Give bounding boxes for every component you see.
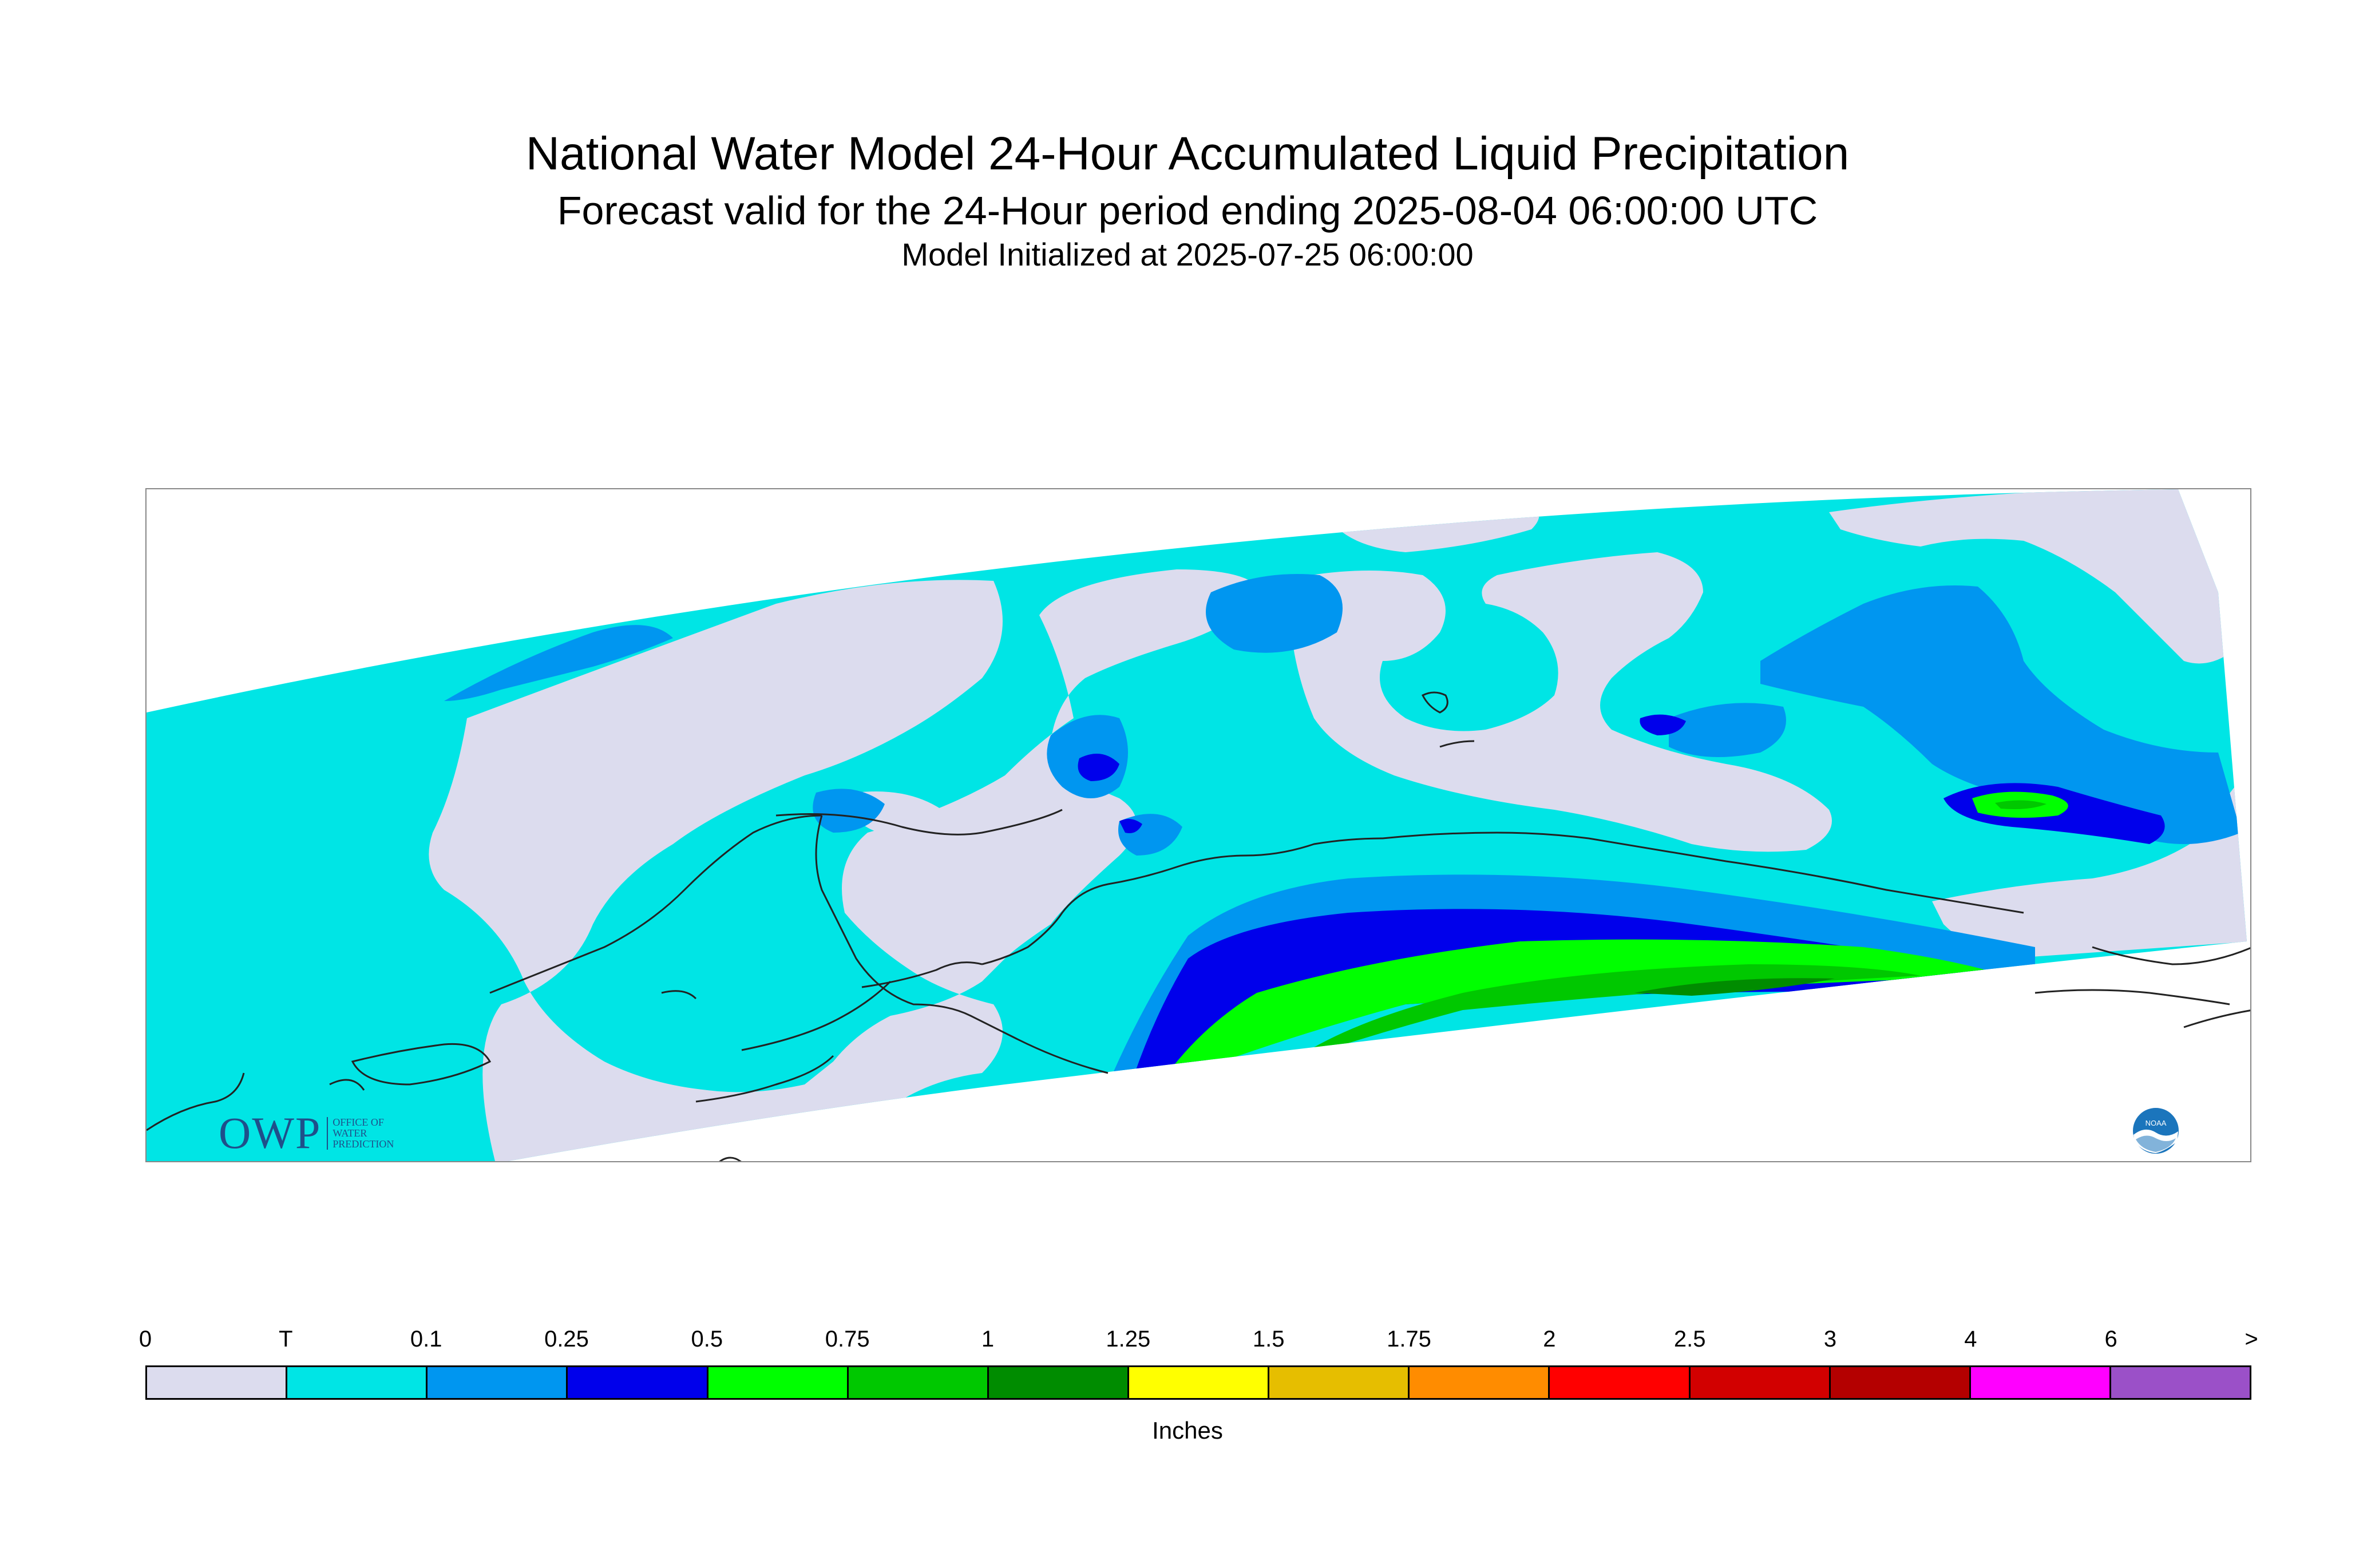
zero-precip-area-west bbox=[429, 569, 1262, 1161]
precip-0.1-west-blob bbox=[813, 789, 885, 833]
precip-1-gulf-core bbox=[1634, 978, 1835, 996]
zero-precip-area-east bbox=[1829, 489, 2247, 664]
legend-swatch-9 bbox=[1410, 1367, 1550, 1398]
owp-sub-line-1: OFFICE OF bbox=[332, 1116, 384, 1128]
legend-label-7: 1.25 bbox=[1106, 1327, 1151, 1352]
legend-swatch-5 bbox=[848, 1367, 989, 1398]
legend-label-1: T bbox=[279, 1327, 293, 1352]
legend-labels: 0 T 0.1 0.25 0.5 0.75 1 1.25 1.5 1.75 2 2.5 3 4 6 > bbox=[139, 1327, 2258, 1355]
legend-swatch-13 bbox=[1970, 1367, 2111, 1398]
owp-logo-subtext: OFFICE OF WATER PREDICTION bbox=[327, 1116, 394, 1150]
precip-0.1-central-blob bbox=[1206, 574, 1343, 653]
legend-unit-label: Inches bbox=[1152, 1417, 1223, 1444]
legend-swatch-8 bbox=[1269, 1367, 1410, 1398]
legend-label-2: 0.1 bbox=[410, 1327, 442, 1352]
legend-swatch-11 bbox=[1690, 1367, 1831, 1398]
coastlines bbox=[147, 691, 2250, 1161]
legend-swatch-2 bbox=[428, 1367, 568, 1398]
precip-0.75-east-center bbox=[1995, 800, 2047, 809]
legend-label-6: 1 bbox=[981, 1327, 995, 1352]
legend-label-14: 6 bbox=[2104, 1327, 2117, 1352]
legend-label-8: 1.5 bbox=[1252, 1327, 1285, 1352]
legend-label-12: 3 bbox=[1823, 1327, 1837, 1352]
zero-precip-area-southeast bbox=[1932, 775, 2247, 959]
forecast-valid-subtitle: Forecast valid for the 24-Hour period en… bbox=[557, 188, 1818, 233]
precip-0.25-spot-1 bbox=[1078, 754, 1119, 781]
legend-label-0: 0 bbox=[138, 1327, 152, 1352]
precip-0.25-spot-3 bbox=[1119, 819, 1142, 833]
model-init-subtitle: Model Initialized at 2025-07-25 06:00:00 bbox=[901, 236, 1474, 272]
owp-sub-line-3: PREDICTION bbox=[332, 1138, 394, 1150]
alaska-map bbox=[147, 489, 2250, 1161]
legend-swatch-7 bbox=[1129, 1367, 1270, 1398]
legend-label-13: 4 bbox=[1964, 1327, 1977, 1352]
legend-swatch-6 bbox=[988, 1367, 1129, 1398]
precip-0.25-spot-2 bbox=[1640, 714, 1686, 735]
owp-logo-letters: OWP bbox=[219, 1108, 322, 1158]
legend-swatch-10 bbox=[1550, 1367, 1691, 1398]
legend-swatch-0 bbox=[147, 1367, 288, 1398]
precipitation-map[interactable] bbox=[145, 488, 2251, 1162]
legend-label-11: 2.5 bbox=[1673, 1327, 1706, 1352]
legend-swatch-3 bbox=[568, 1367, 708, 1398]
legend-label-5: 0.75 bbox=[825, 1327, 870, 1352]
precip-0.1-east-band bbox=[1760, 585, 2241, 844]
noaa-logo-text: NOAA bbox=[2146, 1119, 2167, 1127]
legend-label-15: > bbox=[2245, 1327, 2258, 1352]
legend-swatch-1 bbox=[287, 1367, 428, 1398]
owp-logo: OWP OFFICE OF WATER PREDICTION bbox=[219, 1108, 394, 1158]
legend-label-4: 0.5 bbox=[691, 1327, 723, 1352]
legend-swatch-12 bbox=[1830, 1367, 1971, 1398]
noaa-logo-icon: NOAA bbox=[2132, 1107, 2180, 1155]
owp-sub-line-2: WATER bbox=[332, 1127, 367, 1139]
chart-title: National Water Model 24-Hour Accumulated… bbox=[525, 128, 1850, 180]
legend-label-3: 0.25 bbox=[544, 1327, 589, 1352]
precip-0.1-north-band bbox=[444, 625, 673, 701]
legend-label-9: 1.75 bbox=[1387, 1327, 1431, 1352]
legend-swatch-14 bbox=[2111, 1367, 2250, 1398]
legend-swatch-4 bbox=[708, 1367, 849, 1398]
precip-0.1-yukon-blob bbox=[1669, 703, 1786, 757]
legend-colorbar bbox=[145, 1365, 2251, 1400]
precip-0.75-gulf-core bbox=[1291, 964, 1921, 1062]
zero-precip-area-central bbox=[1280, 552, 1832, 852]
legend-label-10: 2 bbox=[1543, 1327, 1556, 1352]
